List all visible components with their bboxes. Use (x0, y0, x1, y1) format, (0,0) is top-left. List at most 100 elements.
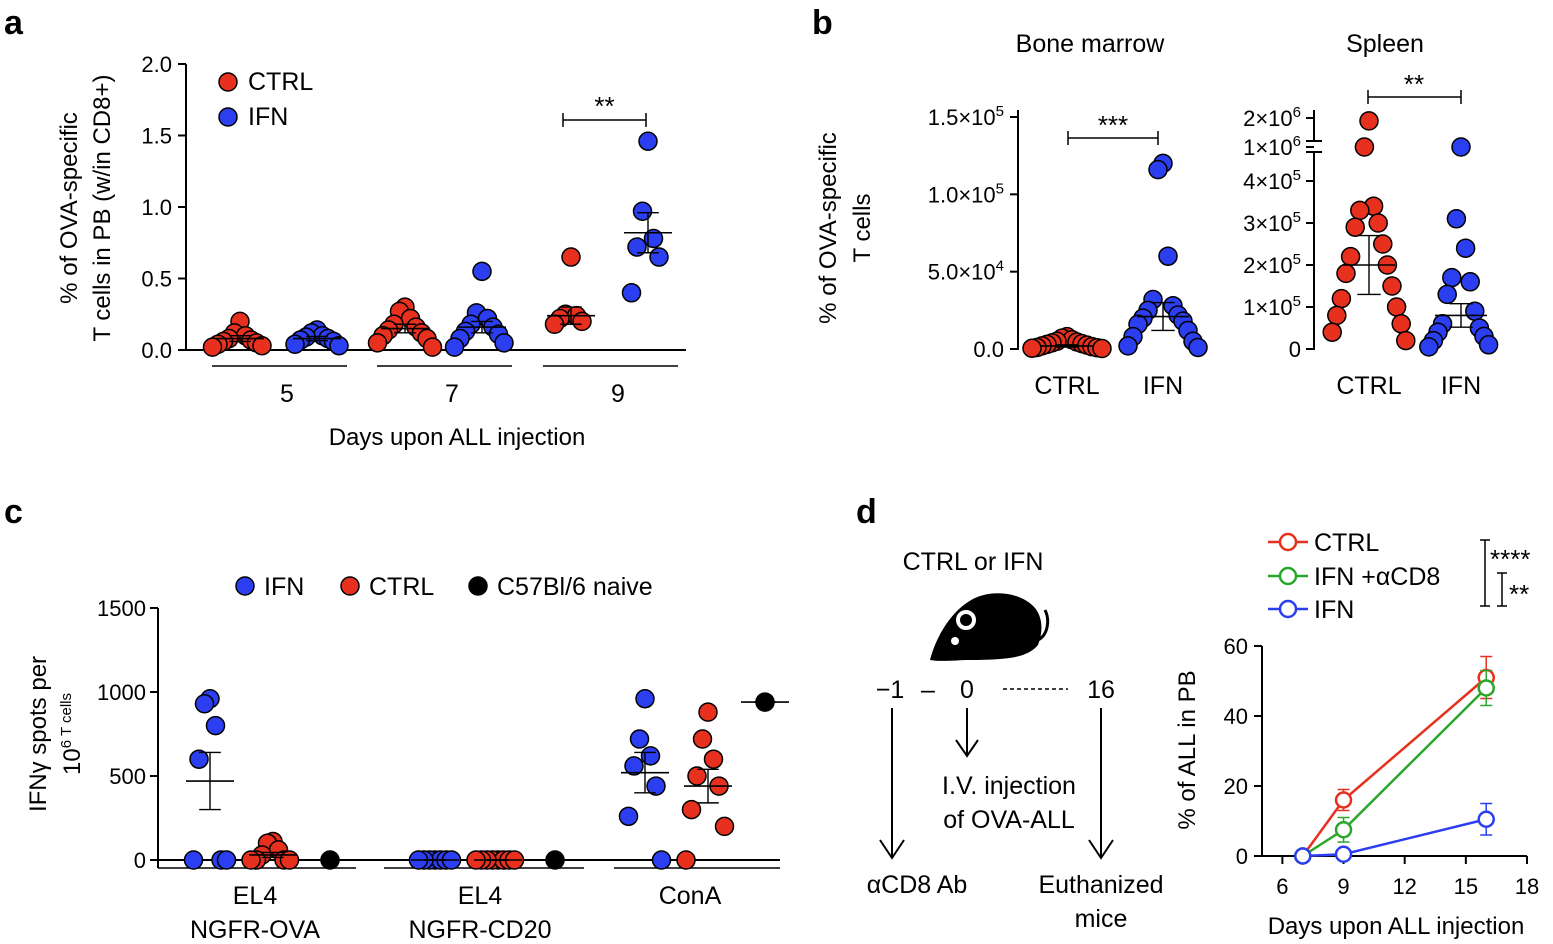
tick-base: 3×10 (1243, 211, 1293, 236)
a-point-ctrl (252, 335, 272, 356)
d-xtick-label: 6 (1276, 874, 1288, 899)
panel-label-c: c (4, 493, 23, 531)
b1-point-ifn (1148, 159, 1168, 180)
a-point-ifn (649, 247, 669, 267)
b2-point-ctrl (1345, 217, 1365, 237)
b2-point-ctrl (1336, 263, 1356, 284)
legend-a-ifn: IFN (248, 103, 288, 131)
b2-ytick-label: 0 (1289, 337, 1301, 362)
tick-exponent: 6 T cells (58, 693, 75, 748)
tick-base: 2×10 (1243, 253, 1293, 278)
b2-point-ifn (1442, 267, 1462, 288)
c-point-ctrl (714, 816, 735, 837)
a-xtick-label: 7 (445, 380, 459, 408)
c-xtick-label-1: ConA (659, 882, 722, 910)
b2-point-ifn (1437, 284, 1457, 305)
b2-point-ctrl (1386, 297, 1407, 317)
d-point-ifn_acd8 (1477, 679, 1495, 697)
c-point-ifn (646, 776, 666, 796)
b2-ytick-label: 1×105 (1243, 293, 1301, 320)
c-point-ctrl (241, 850, 261, 870)
panel-b-bm-title: Bone marrow (1016, 30, 1166, 58)
tick-base: 5.0×10 (928, 260, 996, 285)
timeline-minus1: −1 (876, 676, 905, 704)
c-point-ifn (624, 756, 644, 776)
b2-point-ctrl (1391, 314, 1411, 334)
b2-ytick-label: 3×105 (1243, 209, 1301, 236)
b2-ytick-label: 4×105 (1243, 167, 1301, 194)
schematic-end-line1: Euthanized (1038, 871, 1163, 899)
c-ytick-label: 500 (109, 764, 146, 789)
panel-c-ylabel-line1: IFNγ spots per (25, 656, 52, 812)
c-point-ctrl (692, 729, 713, 749)
panel-a-chart: 0.0 0.5 1.0 1.5 2.0 5 7 9 ** % of OVA-specific… (56, 52, 686, 451)
b1-sig-label: *** (1098, 110, 1128, 140)
panel-label-a: a (4, 4, 24, 42)
legend-d-ifn: IFN (1314, 596, 1354, 624)
d-ytick-label: 40 (1224, 704, 1248, 729)
legend-d-ctrl: CTRL (1314, 529, 1379, 557)
d-point-ifn (1334, 845, 1353, 863)
arrow-down-icon (1088, 708, 1114, 860)
c-point-ctrl (698, 702, 718, 722)
b2-point-ifn (1460, 272, 1480, 292)
a-point-ifn (329, 335, 349, 356)
panel-d-ylabel: % of ALL in PB (1174, 670, 1201, 829)
panel-a-ylabel-line2: T cells in PB (w/in CD8+) (89, 75, 116, 342)
c-point-naive (545, 850, 565, 870)
b1-point-ctrl (1022, 338, 1042, 358)
a-point-ctrl (422, 337, 443, 357)
c-point-ifn (640, 746, 661, 766)
c-xtick-label-2: NGFR-OVA (190, 916, 320, 944)
c-point-ifn (216, 850, 237, 870)
panel-b-bm-xtick-ctrl: CTRL (1034, 372, 1099, 400)
tick-exponent: 5 (996, 103, 1004, 120)
c-point-ifn (635, 688, 655, 709)
d-line-ctrl (1301, 676, 1488, 857)
b2-point-ctrl (1382, 276, 1402, 296)
c-xtick-label-2: NGFR-CD20 (408, 916, 551, 944)
d-line-ifn_acd8 (1302, 687, 1488, 858)
b2-point-ctrl (1373, 234, 1393, 254)
panel-b-spleen-title: Spleen (1346, 30, 1424, 58)
b2-point-ctrl (1322, 322, 1342, 342)
c-xtick-label-1: EL4 (233, 882, 278, 910)
b1-ytick-label: 5.0×104 (928, 258, 1004, 285)
panel-c-legend: IFN CTRL C57Bl/6 naive (235, 573, 653, 601)
b2-point-ifn (1478, 335, 1499, 355)
d-xtick-label: 12 (1392, 874, 1416, 899)
d-point-ctrl (1334, 791, 1353, 809)
tick-exponent: 5 (1293, 293, 1301, 310)
panel-label-b: b (812, 4, 833, 42)
panel-a-legend: CTRL IFN (218, 68, 313, 131)
schematic-injection-line1: I.V. injection (942, 772, 1076, 800)
a-point-ctrl (561, 247, 581, 267)
c-point-ifn (629, 729, 650, 749)
b2-point-ctrl (1396, 330, 1416, 351)
b2-point-ctrl (1340, 246, 1361, 267)
timeline-dash: – (921, 676, 935, 704)
schematic-title: CTRL or IFN (903, 548, 1044, 576)
panel-d-xlabel: Days upon ALL injection (1268, 913, 1525, 940)
a-point-ifn (632, 201, 653, 222)
d-ytick-label: 20 (1224, 774, 1248, 799)
tick-exponent: 5 (1293, 251, 1301, 268)
tick-base: 1×10 (1243, 295, 1293, 320)
b1-point-ifn (1188, 337, 1208, 358)
b2-point-ifn (1419, 337, 1439, 357)
c-point-ifn (651, 850, 672, 870)
a-point-ctrl (202, 337, 223, 357)
tick-exponent: 5 (1293, 167, 1301, 184)
d-xtick-label: 15 (1454, 874, 1478, 899)
b2-point-ifn (1455, 238, 1476, 258)
mouse-icon (930, 593, 1050, 661)
b1-point-ifn (1158, 246, 1178, 266)
b2-point-ctrl (1327, 305, 1347, 326)
panel-c-chart: 0 500 1000 1500 EL4 NGFR-OVA EL4 NGFR-CD20 ConA… (25, 573, 789, 944)
a-ytick-label: 0.0 (141, 338, 172, 363)
tick-base: 1.5×10 (928, 105, 996, 130)
b2-sig-label: ** (1404, 69, 1424, 99)
tick-base: 10 (59, 748, 86, 775)
legend-d-acd8: IFN +αCD8 (1314, 563, 1440, 591)
